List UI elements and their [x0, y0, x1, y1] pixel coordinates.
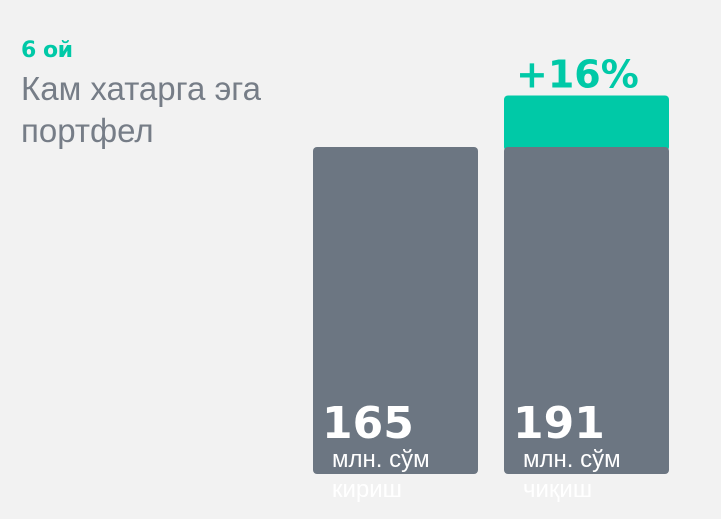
period-label: 6 ой	[21, 38, 73, 63]
chart-title: Кам хатарга эга портфел	[21, 70, 261, 149]
bar-unit-label: млн. сўм	[332, 446, 430, 473]
category-label: кириш	[332, 476, 402, 503]
bar-unit-label: млн. сўм	[523, 446, 621, 473]
change-label: +16%	[516, 52, 639, 96]
bar-increase-segment	[504, 95, 669, 151]
bar-value-label: 191	[513, 398, 605, 449]
bar-1	[504, 147, 669, 474]
bar-value-label: 165	[322, 398, 414, 449]
category-label: чиқиш	[523, 476, 592, 503]
bar-0	[313, 147, 478, 474]
